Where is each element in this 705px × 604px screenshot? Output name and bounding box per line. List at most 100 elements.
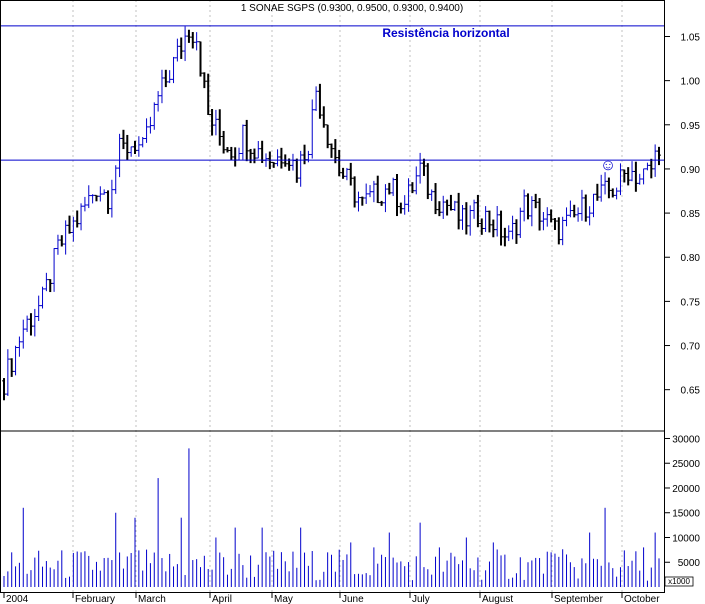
price-bar xyxy=(391,177,396,197)
price-bar xyxy=(59,235,64,247)
price-bar xyxy=(603,172,608,195)
price-bar xyxy=(657,146,661,166)
price-tick-label: 0.95 xyxy=(681,121,701,132)
price-bar xyxy=(248,148,253,164)
price-bar xyxy=(121,129,126,150)
price-bar xyxy=(186,29,191,43)
price-bar xyxy=(194,32,199,51)
price-bar xyxy=(610,188,615,198)
price-bar xyxy=(17,336,22,357)
price-bar xyxy=(606,177,611,199)
price-bar xyxy=(614,187,619,200)
price-bar xyxy=(302,144,307,165)
price-bar xyxy=(564,207,569,227)
price-bar xyxy=(371,180,376,203)
price-bar xyxy=(395,174,399,217)
price-bar xyxy=(133,140,137,155)
price-bar xyxy=(67,215,72,234)
price-bar xyxy=(55,234,60,255)
price-bar xyxy=(298,150,303,187)
resistance-lines xyxy=(0,25,665,161)
price-bar xyxy=(464,202,469,235)
price-bar xyxy=(383,184,388,213)
smiley-marker: ☺ xyxy=(600,157,616,174)
price-bars xyxy=(2,26,661,401)
price-bar xyxy=(2,378,6,401)
price-tick-label: 0.65 xyxy=(681,386,701,397)
price-bar xyxy=(541,211,546,231)
price-bar xyxy=(290,153,295,171)
price-bar xyxy=(117,133,122,178)
price-bar xyxy=(175,38,180,62)
price-bar xyxy=(529,196,534,227)
price-bar xyxy=(437,201,442,217)
price-bar xyxy=(587,206,592,226)
volume-tick-label: 5000 xyxy=(678,558,701,569)
price-tick-label: 1.00 xyxy=(681,77,701,88)
price-bar xyxy=(109,179,114,218)
price-bar xyxy=(491,219,496,238)
price-tick-label: 1.05 xyxy=(681,32,701,43)
price-bar xyxy=(144,118,149,143)
price-bar xyxy=(344,167,349,181)
price-bar xyxy=(533,193,538,209)
price-bar xyxy=(244,119,249,162)
price-bar xyxy=(275,149,280,167)
price-bar xyxy=(256,141,261,159)
price-bar xyxy=(645,162,650,171)
price-bar xyxy=(21,319,26,349)
price-bar xyxy=(522,189,527,222)
price-bar xyxy=(633,161,638,192)
price-bar xyxy=(202,72,207,89)
price-bar xyxy=(622,169,627,183)
month-label: July xyxy=(412,594,430,604)
price-bar xyxy=(387,182,392,195)
price-bar xyxy=(82,196,87,212)
price-bar xyxy=(229,146,234,161)
price-bar xyxy=(526,193,530,220)
price-bar xyxy=(210,108,215,136)
price-bar xyxy=(475,194,480,228)
price-bar xyxy=(321,106,326,128)
price-bar xyxy=(294,158,299,183)
price-bar xyxy=(252,148,257,164)
price-bar xyxy=(48,279,53,293)
grid xyxy=(72,0,623,593)
volume-axis: 5000 10000 15000 20000 25000 30000 xyxy=(665,434,700,569)
price-bar xyxy=(9,358,14,377)
price-bar xyxy=(441,195,446,219)
price-bar xyxy=(537,198,542,231)
price-bar xyxy=(233,147,238,167)
price-bar xyxy=(487,210,492,233)
price-bar xyxy=(52,248,57,292)
volume-tick-label: 20000 xyxy=(672,484,700,495)
price-bar xyxy=(183,26,188,62)
price-bar xyxy=(429,189,434,201)
price-bar xyxy=(341,167,346,179)
price-bar xyxy=(90,194,95,204)
price-bar xyxy=(329,143,334,158)
price-bar xyxy=(572,204,577,218)
price-bar xyxy=(237,147,242,161)
price-bar xyxy=(576,207,581,222)
price-bar xyxy=(653,144,658,177)
price-bar xyxy=(32,308,37,337)
volume-unit-label: x1000 xyxy=(668,577,690,586)
price-bar xyxy=(125,134,130,161)
price-bar xyxy=(618,163,623,196)
price-bar xyxy=(560,216,565,246)
price-bar xyxy=(414,166,419,195)
price-bar xyxy=(79,203,84,231)
price-bar xyxy=(159,69,164,104)
price-bar xyxy=(626,167,631,186)
price-bar xyxy=(583,194,588,222)
price-bar xyxy=(206,73,211,116)
price-bar xyxy=(129,146,134,157)
month-label: 2004 xyxy=(6,594,29,604)
price-bar xyxy=(360,196,365,206)
price-bar xyxy=(348,162,353,186)
price-bar xyxy=(375,175,380,204)
price-tick-label: 0.70 xyxy=(681,342,701,353)
price-bar xyxy=(198,41,203,77)
